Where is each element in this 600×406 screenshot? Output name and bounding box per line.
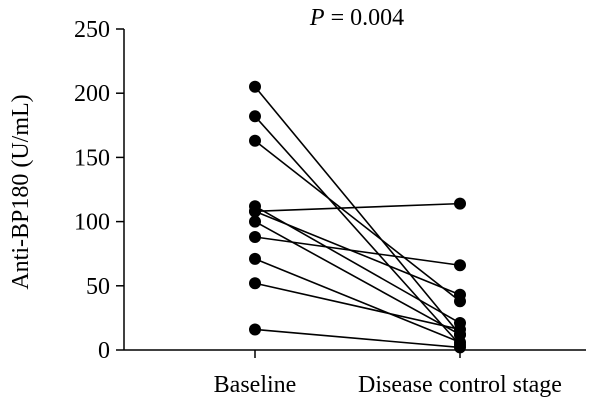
- baseline-point-10: [249, 277, 261, 290]
- baseline-point-9: [249, 252, 261, 265]
- baseline-point-8: [249, 231, 261, 244]
- control-point-5: [454, 197, 466, 210]
- pair-line-8: [254, 236, 461, 267]
- y-tick-label: 200: [74, 81, 110, 107]
- control-point-11: [454, 341, 466, 354]
- baseline-point-2: [249, 110, 261, 123]
- x-tick-label-disease-control-stage: Disease control stage: [358, 372, 562, 398]
- baseline-point-1: [249, 80, 261, 93]
- x-axis-ticks: Baseline Disease control stage: [214, 350, 562, 398]
- pair-line-3: [254, 140, 461, 302]
- y-tick-label: 50: [86, 274, 110, 300]
- y-tick-label: 0: [98, 338, 110, 364]
- pair-line-6: [254, 210, 461, 296]
- control-point-8: [454, 259, 466, 272]
- pair-line-11: [254, 328, 461, 349]
- p-value-italic: P: [309, 5, 325, 31]
- y-tick-label: 100: [74, 210, 110, 236]
- y-tick-label: 250: [74, 17, 110, 43]
- baseline-point-3: [249, 134, 261, 147]
- x-tick-label-baseline: Baseline: [214, 372, 297, 398]
- pair-line-2: [254, 115, 461, 346]
- y-tick-label: 150: [74, 145, 110, 171]
- control-point-10: [454, 323, 466, 336]
- pair-line-1: [254, 86, 461, 336]
- p-value-rest: = 0.004: [325, 5, 405, 31]
- paired-lines: [254, 86, 461, 349]
- pair-line-10: [254, 282, 461, 331]
- baseline-point-6: [249, 205, 261, 218]
- control-point-6: [454, 288, 466, 301]
- baseline-point-7: [249, 215, 261, 228]
- baseline-point-11: [249, 323, 261, 336]
- pair-line-5: [254, 202, 461, 213]
- p-value-annotation: P = 0.004: [309, 5, 404, 31]
- data-points: [249, 80, 466, 354]
- y-axis-ticks: 0 50 100 150 200 250: [74, 17, 124, 364]
- pair-line-7: [254, 220, 461, 336]
- pair-line-9: [254, 258, 461, 344]
- y-axis-label: Anti-BP180 (U/mL): [8, 94, 34, 289]
